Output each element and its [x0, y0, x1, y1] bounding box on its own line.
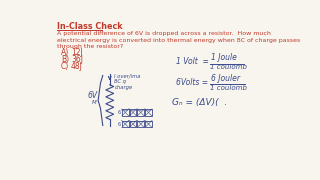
Text: C): C): [61, 62, 69, 71]
Text: 36J: 36J: [71, 55, 83, 64]
Text: electrical energy is converted into thermal energy when 8C of charge passes: electrical energy is converted into ther…: [57, 38, 300, 43]
Text: 1 Volt  =: 1 Volt =: [176, 57, 209, 66]
Text: 48J: 48J: [71, 62, 83, 71]
Text: A potential difference of 6V is dropped across a resistor.  How much: A potential difference of 6V is dropped …: [57, 31, 271, 37]
Text: 8C q: 8C q: [115, 79, 126, 84]
Bar: [130, 121, 137, 127]
Bar: [130, 109, 137, 116]
Text: In-Class Check: In-Class Check: [57, 22, 123, 31]
Bar: [145, 109, 152, 116]
Text: 6 Jouler: 6 Jouler: [211, 74, 240, 83]
Text: 12J: 12J: [71, 48, 83, 57]
Bar: [137, 109, 144, 116]
Text: M: M: [92, 100, 97, 105]
Bar: [122, 121, 129, 127]
Text: 1 coulomb: 1 coulomb: [210, 64, 247, 70]
Text: through the resistor?: through the resistor?: [57, 44, 123, 49]
Text: 6: 6: [117, 122, 121, 127]
Text: I over/ima: I over/ima: [115, 74, 141, 79]
Text: A): A): [61, 48, 69, 57]
Text: 6V: 6V: [87, 91, 97, 100]
Text: 6Volts =: 6Volts =: [176, 78, 208, 87]
Bar: [145, 121, 152, 127]
Text: charge: charge: [115, 85, 133, 90]
Text: 1 Joule: 1 Joule: [211, 53, 237, 62]
Text: Gₙ = (ΔV)(  .: Gₙ = (ΔV)( .: [172, 98, 227, 107]
Text: B): B): [61, 55, 69, 64]
Text: 6: 6: [117, 110, 121, 115]
Bar: [122, 109, 129, 116]
Bar: [137, 121, 144, 127]
Text: 1 coulomb: 1 coulomb: [210, 85, 247, 91]
